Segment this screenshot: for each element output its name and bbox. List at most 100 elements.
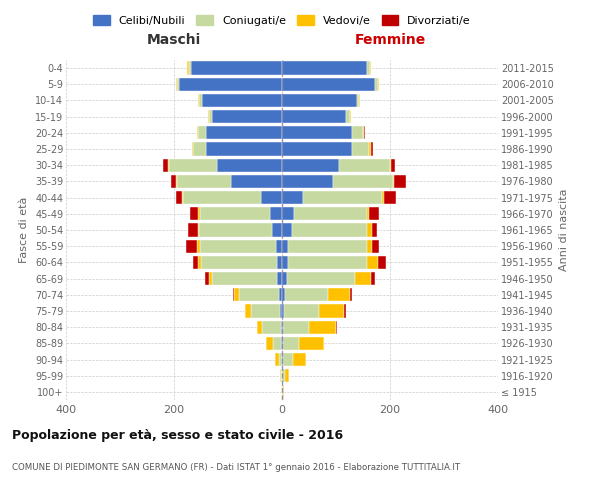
Bar — [182, 191, 183, 204]
Bar — [275, 353, 280, 366]
Bar — [363, 126, 364, 140]
Text: COMUNE DI PIEDIMONTE SAN GERMANO (FR) - Dati ISTAT 1° gennaio 2016 - Elaborazion: COMUNE DI PIEDIMONTE SAN GERMANO (FR) - … — [12, 464, 460, 472]
Bar — [212, 110, 282, 124]
Bar — [367, 256, 377, 269]
Bar — [282, 386, 283, 398]
Y-axis label: Anni di nascita: Anni di nascita — [559, 188, 569, 271]
Bar — [285, 369, 289, 382]
Bar — [394, 175, 406, 188]
Bar — [198, 94, 199, 107]
Bar — [262, 320, 281, 334]
Bar — [176, 191, 182, 204]
Bar — [285, 288, 328, 302]
Bar — [328, 288, 349, 302]
Bar — [293, 353, 307, 366]
Bar — [352, 126, 363, 140]
Bar — [199, 224, 272, 236]
Bar — [289, 256, 367, 269]
Bar — [370, 207, 379, 220]
Y-axis label: Fasce di età: Fasce di età — [19, 197, 29, 263]
Bar — [294, 207, 367, 220]
Bar — [382, 191, 384, 204]
Bar — [188, 62, 191, 74]
Bar — [187, 240, 197, 253]
Bar — [292, 224, 367, 236]
Bar — [198, 126, 206, 140]
Bar — [272, 224, 282, 236]
Bar — [266, 336, 273, 350]
Bar — [377, 256, 386, 269]
Bar — [352, 142, 370, 156]
Bar — [282, 224, 292, 236]
Bar — [350, 110, 351, 124]
Bar — [262, 191, 282, 204]
Bar — [179, 78, 282, 91]
Bar — [198, 256, 201, 269]
Bar — [245, 304, 251, 318]
Bar — [309, 320, 336, 334]
Bar — [359, 94, 360, 107]
Bar — [282, 126, 352, 140]
Bar — [283, 386, 284, 398]
Bar — [257, 320, 262, 334]
Bar — [367, 207, 370, 220]
Bar — [364, 126, 365, 140]
Bar — [205, 272, 209, 285]
Bar — [191, 62, 282, 74]
Bar — [282, 78, 375, 91]
Bar — [282, 304, 284, 318]
Bar — [282, 272, 287, 285]
Bar — [282, 94, 356, 107]
Bar — [372, 240, 379, 253]
Bar — [391, 158, 395, 172]
Bar — [282, 158, 338, 172]
Bar — [282, 62, 367, 74]
Bar — [284, 304, 319, 318]
Bar — [282, 369, 285, 382]
Bar — [302, 191, 382, 204]
Bar — [370, 62, 371, 74]
Bar — [282, 353, 283, 366]
Text: Femmine: Femmine — [355, 33, 425, 47]
Bar — [209, 272, 212, 285]
Bar — [282, 142, 352, 156]
Bar — [370, 142, 371, 156]
Bar — [209, 110, 212, 124]
Bar — [176, 78, 179, 91]
Bar — [299, 336, 323, 350]
Bar — [282, 191, 302, 204]
Bar — [176, 175, 230, 188]
Bar — [270, 207, 282, 220]
Bar — [202, 94, 282, 107]
Bar — [187, 62, 188, 74]
Bar — [206, 142, 282, 156]
Bar — [334, 175, 393, 188]
Bar — [356, 94, 359, 107]
Bar — [251, 304, 280, 318]
Bar — [198, 207, 200, 220]
Bar — [280, 304, 282, 318]
Legend: Celibi/Nubili, Coniugati/e, Vedovi/e, Divorziati/e: Celibi/Nubili, Coniugati/e, Vedovi/e, Di… — [89, 10, 475, 30]
Bar — [208, 110, 209, 124]
Bar — [384, 191, 396, 204]
Bar — [282, 175, 334, 188]
Bar — [169, 158, 217, 172]
Bar — [344, 304, 346, 318]
Bar — [212, 272, 277, 285]
Bar — [233, 288, 235, 302]
Bar — [287, 272, 355, 285]
Text: Popolazione per età, sesso e stato civile - 2016: Popolazione per età, sesso e stato civil… — [12, 430, 343, 442]
Bar — [367, 62, 370, 74]
Bar — [197, 240, 200, 253]
Bar — [375, 78, 377, 91]
Bar — [206, 126, 282, 140]
Bar — [188, 224, 198, 236]
Bar — [275, 240, 282, 253]
Bar — [355, 272, 371, 285]
Bar — [377, 78, 379, 91]
Bar — [239, 288, 280, 302]
Bar — [200, 240, 275, 253]
Text: Maschi: Maschi — [147, 33, 201, 47]
Bar — [367, 224, 371, 236]
Bar — [277, 256, 282, 269]
